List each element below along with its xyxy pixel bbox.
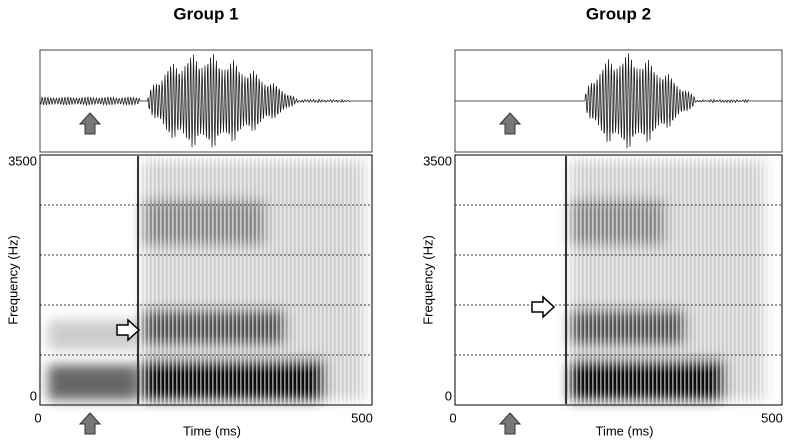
striations: [565, 156, 770, 404]
up-arrow: [500, 413, 520, 434]
y-tick-label: 0: [30, 388, 37, 403]
x-tick-label: 0: [34, 410, 41, 425]
y-tick-label: 3500: [423, 153, 452, 168]
y-tick-label: 0: [445, 388, 452, 403]
y-axis-label: Frequency (Hz): [420, 235, 435, 325]
panel-title: Group 1: [173, 4, 238, 23]
x-axis-label: Time (ms): [183, 423, 241, 438]
y-axis-label: Frequency (Hz): [5, 235, 20, 325]
panel: Group 2 3500 0 0 500 Time (ms) Frequency (Hz): [420, 4, 782, 438]
panel-title: Group 2: [586, 4, 651, 23]
x-tick-label: 500: [761, 410, 783, 425]
up-arrow: [80, 413, 100, 434]
x-axis-label: Time (ms): [595, 423, 653, 438]
panel: Group 1 3500 0 0 500 Time (ms) Frequency (Hz): [5, 4, 372, 438]
energy: [48, 365, 138, 400]
y-tick-label: 3500: [8, 153, 37, 168]
x-tick-label: 500: [351, 410, 373, 425]
x-tick-label: 0: [449, 410, 456, 425]
striations: [137, 156, 370, 404]
